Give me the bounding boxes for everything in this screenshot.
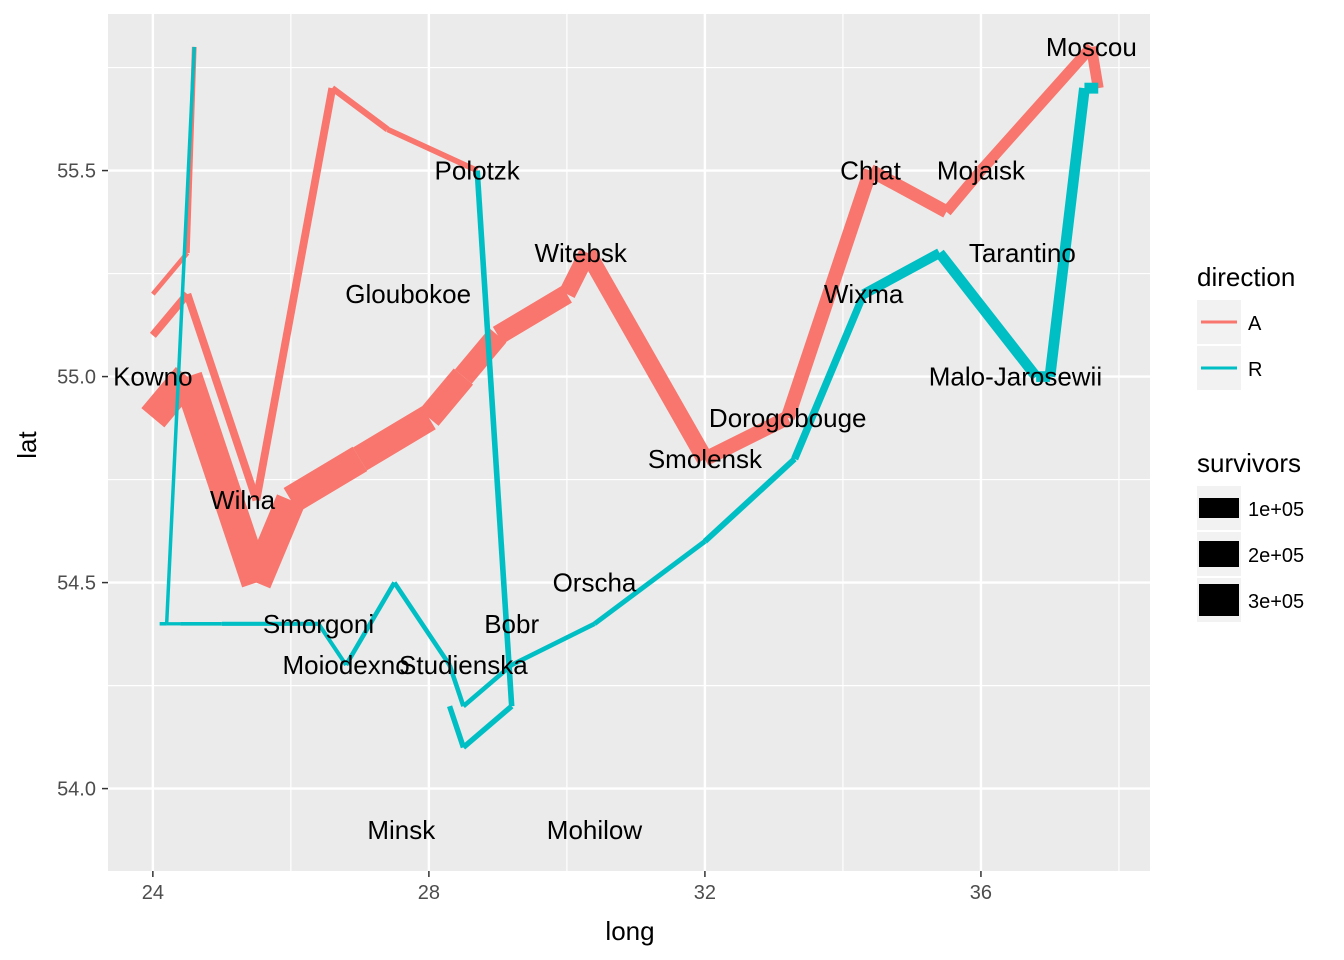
path-segment-a-group1 [242, 494, 305, 589]
path-segment-r-group1 [344, 581, 397, 667]
path-segment-a-group1 [580, 248, 713, 464]
city-label: Orscha [553, 568, 637, 598]
y-axis-title: lat [12, 430, 42, 458]
city-label: Smorgoni [263, 609, 374, 639]
city-label: Moscou [1046, 32, 1137, 62]
path-segment-a-group1 [867, 164, 950, 218]
path-segment-r-group2 [474, 170, 515, 707]
y-axis: 54.0 54.5 55.0 55.5 [57, 161, 108, 801]
legend-key-size2 [1199, 541, 1239, 567]
city-label: Mohilow [547, 815, 643, 845]
city-label: Witebsk [534, 238, 627, 268]
minor-gridlines [108, 14, 1150, 871]
y-tick-label: 55.0 [57, 367, 96, 389]
city-label: Wixma [824, 279, 904, 309]
path-segment-a-group1 [701, 411, 791, 466]
path-segment-r-group1 [593, 539, 707, 626]
city-label: Chjat [840, 156, 901, 186]
x-tick-label: 32 [694, 882, 716, 904]
city-label: Studienska [399, 650, 528, 680]
x-tick-label: 24 [142, 882, 164, 904]
plot-panel [108, 14, 1150, 871]
legend-survivors-title: survivors [1197, 448, 1301, 478]
path-segment-a-group1 [353, 406, 436, 471]
legend-key-size1 [1199, 498, 1239, 518]
path-segment-a-group2 [183, 292, 261, 502]
x-axis-title: long [605, 916, 654, 946]
path-segment-a-group3 [151, 251, 190, 296]
x-tick-label: 28 [418, 882, 440, 904]
path-segment-a-group1 [454, 328, 507, 384]
city-label: Dorogobouge [709, 403, 867, 433]
legend-label-size2: 2e+05 [1248, 545, 1304, 567]
city-label: Moiodexno [282, 650, 409, 680]
path-segment-a-group1 [942, 167, 986, 216]
city-label: Tarantino [969, 238, 1076, 268]
path-segment-a-group2 [252, 87, 337, 501]
legend-direction-title: direction [1197, 262, 1295, 292]
path-segment-r-group1 [1044, 87, 1090, 378]
y-tick-label: 54.5 [57, 573, 96, 595]
path-segment-a-group1 [283, 446, 368, 513]
x-tick-label: 36 [970, 882, 992, 904]
city-label: Gloubokoe [345, 279, 471, 309]
path-segment-r-group1 [935, 249, 1041, 380]
path-segment-a-group2 [330, 85, 390, 132]
legend: direction A R survivors 1e+05 2e+05 3e+0… [1197, 262, 1304, 622]
path-segment-a-group2 [386, 126, 479, 174]
city-label: Kowno [113, 362, 193, 392]
army-paths [141, 43, 1104, 750]
path-segment-r-group1 [791, 292, 868, 461]
path-segment-a-group1 [419, 368, 474, 426]
city-label: Mojaisk [937, 156, 1026, 186]
legend-key-size3 [1199, 584, 1239, 616]
city-label: Wilna [210, 485, 276, 515]
city-label: Minsk [367, 815, 436, 845]
path-segment-r-group3 [164, 46, 197, 624]
path-segment-a-group1 [781, 168, 878, 421]
path-segment-a-group1 [976, 43, 1096, 175]
city-label: Bobr [484, 609, 539, 639]
path-segment-a-group1 [492, 285, 572, 344]
legend-label-size3: 3e+05 [1248, 591, 1304, 613]
path-segment-r-group1 [447, 664, 466, 707]
path-segment-r-group1 [316, 622, 348, 667]
path-segment-r-group2 [461, 704, 514, 750]
path-segment-r-group1 [861, 248, 942, 299]
x-axis: 24 28 32 36 [142, 871, 992, 904]
path-segment-r-group1 [461, 663, 514, 708]
path-segment-r-group1 [510, 621, 596, 668]
path-segment-r-group1 [392, 581, 452, 667]
path-segment-r-group1 [702, 456, 797, 544]
city-label: Smolensk [648, 444, 763, 474]
legend-label-r: R [1248, 359, 1262, 381]
y-tick-label: 54.0 [57, 779, 96, 801]
y-tick-label: 55.5 [57, 161, 96, 183]
path-segment-a-group1 [1085, 46, 1104, 90]
city-label: Polotzk [435, 156, 521, 186]
city-labels: Kowno Wilna Smorgoni Moiodexno Gloubokoe Mins… [113, 32, 1137, 845]
legend-label-size1: 1e+05 [1248, 499, 1304, 521]
path-segment-a-group1 [173, 371, 271, 588]
city-label: Malo-Jarosewii [929, 362, 1102, 392]
legend-label-a: A [1248, 313, 1262, 335]
path-segment-r-group2 [447, 705, 466, 749]
